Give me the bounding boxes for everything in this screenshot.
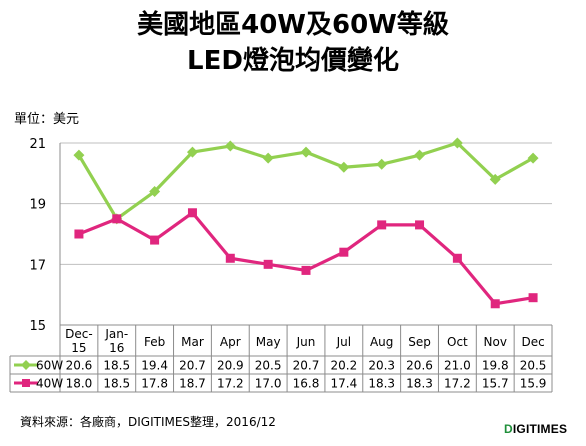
- legend-label-40W: 40W: [36, 377, 63, 391]
- data-point-40W: [263, 259, 273, 269]
- table-value-60W: 19.8: [482, 359, 509, 373]
- table-value-40W: 17.0: [255, 377, 282, 391]
- digitimes-logo: DIGITIMES: [504, 422, 567, 436]
- y-tick-label: 15: [29, 319, 46, 334]
- table-value-40W: 17.4: [330, 377, 357, 391]
- data-point-40W: [490, 299, 500, 309]
- data-point-60W: [149, 186, 161, 198]
- x-tick-label: Mar: [181, 335, 204, 349]
- table-value-40W: 18.7: [179, 377, 206, 391]
- x-tick-label: Sep: [408, 335, 431, 349]
- x-tick-label: Apr: [220, 335, 241, 349]
- table-value-40W: 17.2: [444, 377, 471, 391]
- data-point-60W: [527, 152, 539, 164]
- y-tick-label: 17: [29, 258, 46, 273]
- data-point-60W: [300, 146, 312, 158]
- data-point-40W: [452, 253, 462, 263]
- data-point-60W: [376, 158, 388, 170]
- table-value-40W: 17.2: [217, 377, 244, 391]
- x-tick-label: Nov: [484, 335, 507, 349]
- table-value-60W: 20.5: [520, 359, 547, 373]
- table-value-40W: 15.9: [520, 377, 547, 391]
- data-point-60W: [224, 140, 236, 152]
- x-tick-label: Dec-: [65, 327, 93, 341]
- x-tick-label: Oct: [447, 335, 468, 349]
- x-tick-label: Jul: [336, 335, 351, 349]
- data-point-40W: [377, 220, 387, 230]
- legend-marker-40W: [22, 379, 30, 387]
- data-point-60W: [414, 149, 426, 161]
- x-tick-label: Jan-: [104, 327, 128, 341]
- brand-text: IGITIMES: [512, 422, 568, 436]
- table-value-60W: 19.4: [141, 359, 168, 373]
- table-value-40W: 18.3: [406, 377, 433, 391]
- x-tick-label: Jun: [296, 335, 316, 349]
- data-point-40W: [225, 253, 235, 263]
- data-point-40W: [74, 229, 84, 239]
- data-point-40W: [301, 265, 311, 275]
- x-tick-label: Feb: [144, 335, 165, 349]
- table-value-60W: 20.9: [217, 359, 244, 373]
- x-tick-label: 16: [109, 341, 124, 355]
- table-value-40W: 18.0: [66, 377, 93, 391]
- data-point-40W: [112, 214, 122, 224]
- chart-subtitle: LED燈泡均價變化: [187, 46, 399, 76]
- x-tick-label: Aug: [370, 335, 393, 349]
- data-point-60W: [262, 152, 274, 164]
- data-point-60W: [338, 161, 350, 173]
- table-value-40W: 18.5: [103, 377, 130, 391]
- series-line-40W: [78, 211, 534, 306]
- data-point-40W: [528, 293, 538, 303]
- table-value-60W: 20.7: [179, 359, 206, 373]
- table-value-40W: 17.8: [141, 377, 168, 391]
- table-value-60W: 20.3: [368, 359, 395, 373]
- table-value-40W: 15.7: [482, 377, 509, 391]
- data-point-60W: [489, 173, 501, 185]
- data-point-40W: [415, 220, 425, 230]
- legend-label-60W: 60W: [36, 359, 63, 373]
- table-value-60W: 20.6: [66, 359, 93, 373]
- y-tick-label: 19: [29, 198, 46, 213]
- chart-title: 美國地區40W及60W等級: [137, 10, 449, 40]
- table-value-60W: 18.5: [103, 359, 130, 373]
- table-value-60W: 21.0: [444, 359, 471, 373]
- data-point-40W: [150, 235, 160, 245]
- data-point-60W: [451, 137, 463, 149]
- table-value-40W: 16.8: [293, 377, 320, 391]
- data-point-40W: [339, 247, 349, 257]
- x-tick-label: 15: [71, 341, 86, 355]
- source-note: 資料來源：各廠商，DIGITIMES整理，2016/12: [20, 415, 276, 429]
- y-tick-label: 21: [29, 137, 46, 152]
- brand-mark: D: [504, 422, 513, 436]
- table-value-60W: 20.5: [255, 359, 282, 373]
- x-tick-label: May: [256, 335, 281, 349]
- y-axis-unit-label: 單位：美元: [14, 112, 80, 127]
- x-tick-label: Dec: [521, 335, 544, 349]
- data-point-40W: [187, 208, 197, 218]
- table-value-60W: 20.2: [330, 359, 357, 373]
- table-value-60W: 20.6: [406, 359, 433, 373]
- data-point-60W: [73, 149, 85, 161]
- legend-marker-60W: [21, 360, 31, 370]
- data-point-60W: [186, 146, 198, 158]
- table-value-60W: 20.7: [293, 359, 320, 373]
- table-value-40W: 18.3: [368, 377, 395, 391]
